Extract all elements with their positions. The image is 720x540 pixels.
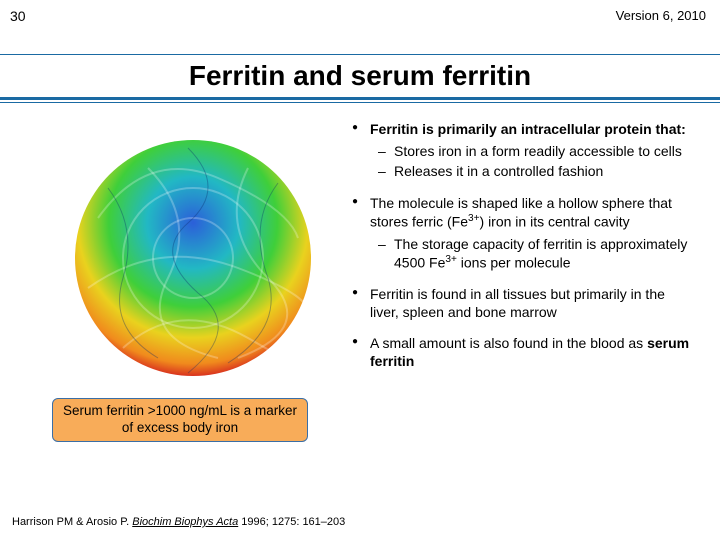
sub-bullet-list: The storage capacity of ferritin is appr… bbox=[370, 235, 692, 272]
citation-journal: Biochim Biophys Acta bbox=[132, 516, 238, 528]
divider-thick bbox=[0, 97, 720, 100]
ferritin-structure-illustration bbox=[68, 128, 318, 388]
slide: 30 Version 6, 2010 Ferritin and serum fe… bbox=[0, 0, 720, 540]
bullet-item: The molecule is shaped like a hollow sph… bbox=[350, 194, 692, 272]
sub-bullet-item: Stores iron in a form readily accessible… bbox=[370, 142, 692, 160]
divider-thin bbox=[0, 102, 720, 103]
citation-suffix: 1996; 1275: 161–203 bbox=[238, 516, 345, 528]
bullet-item: A small amount is also found in the bloo… bbox=[350, 334, 692, 370]
sub-bullet-item: The storage capacity of ferritin is appr… bbox=[370, 235, 692, 272]
serum-ferritin-badge: Serum ferritin >1000 ng/mL is a marker o… bbox=[52, 398, 308, 442]
sub-bullet-item: Releases it in a controlled fashion bbox=[370, 162, 692, 180]
bullet-list: Ferritin is primarily an intracellular p… bbox=[350, 120, 692, 383]
sub-bullet-list: Stores iron in a form readily accessible… bbox=[370, 142, 692, 180]
title-wrap: Ferritin and serum ferritin bbox=[0, 60, 720, 92]
bullet-item: Ferritin is found in all tissues but pri… bbox=[350, 285, 692, 321]
divider-top-thin bbox=[0, 54, 720, 55]
serum-ferritin-badge-text: Serum ferritin >1000 ng/mL is a marker o… bbox=[59, 403, 301, 437]
citation: Harrison PM & Arosio P. Biochim Biophys … bbox=[12, 516, 345, 528]
slide-title: Ferritin and serum ferritin bbox=[0, 60, 720, 92]
page-number: 30 bbox=[10, 8, 26, 24]
citation-prefix: Harrison PM & Arosio P. bbox=[12, 516, 132, 528]
version-label: Version 6, 2010 bbox=[616, 8, 706, 23]
bullet-item: Ferritin is primarily an intracellular p… bbox=[350, 120, 692, 181]
